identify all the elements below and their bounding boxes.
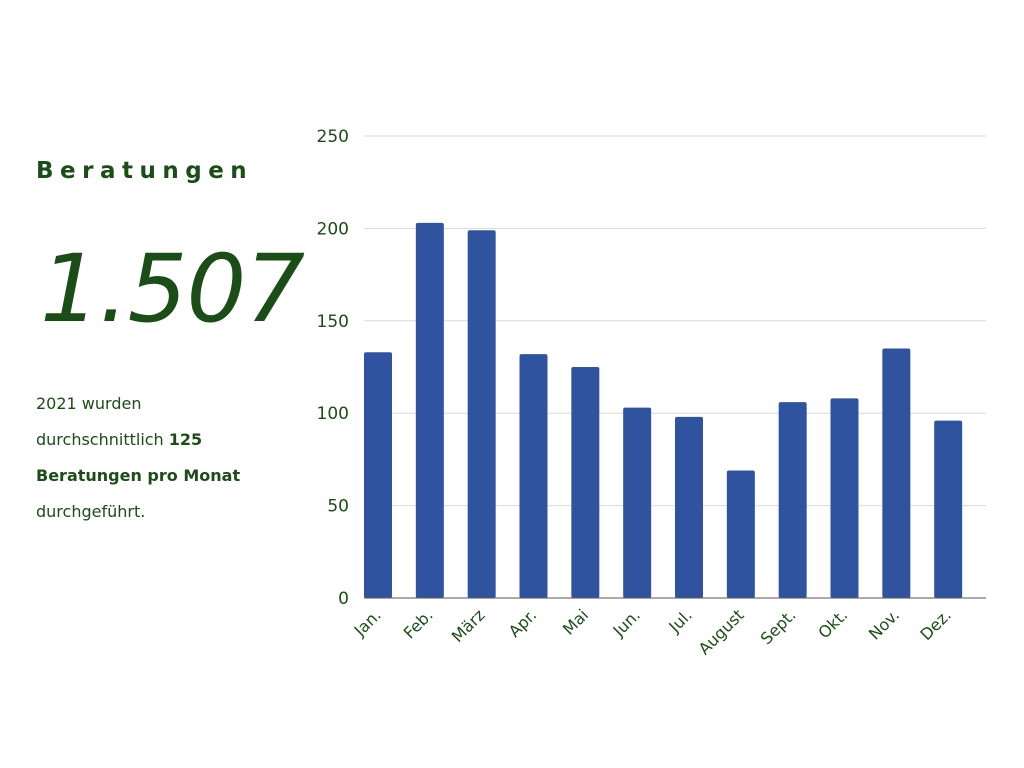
average-value: 125	[168, 430, 203, 449]
x-tick-label: Dez.	[916, 605, 955, 644]
x-tick-label: Nov.	[865, 605, 903, 643]
description-line-2-text: durchschnittlich	[36, 430, 169, 449]
bar	[882, 348, 911, 598]
x-tick-label: Mai	[559, 605, 592, 638]
x-tick-label: Feb.	[400, 605, 437, 642]
bar	[467, 230, 496, 599]
x-tick-labels: Jan. Feb. März Apr. Mai Jun. Jul.August Sept. Ok…	[350, 605, 955, 658]
y-tick-label: 50	[327, 497, 349, 517]
chart-heading: Beratungen	[36, 158, 254, 184]
description-line-1: 2021 wurden	[36, 394, 142, 413]
bar	[778, 402, 807, 598]
bar	[519, 354, 548, 598]
average-unit: Beratungen pro Monat	[36, 466, 241, 485]
description-line-2: durchschnittlich 125	[36, 422, 296, 458]
x-tick-label: Jun.	[609, 605, 644, 640]
bar	[415, 222, 444, 598]
description-line-4: durchgeführt.	[36, 502, 146, 521]
bar	[934, 420, 963, 598]
bar	[623, 407, 652, 598]
bar	[726, 470, 755, 598]
y-tick-label: 200	[317, 219, 349, 239]
x-tick-label: Okt.	[814, 605, 851, 642]
bar	[364, 352, 392, 598]
bars	[364, 222, 963, 599]
y-tick-labels: 0 50 100 150 200 250	[317, 127, 349, 609]
x-tick-label: März	[448, 605, 489, 646]
x-tick-label: Apr.	[505, 605, 541, 641]
x-tick-label: Jul.	[664, 605, 695, 636]
x-tick-label: Sept.	[757, 605, 800, 648]
x-tick-label: Jan.	[350, 605, 385, 640]
y-tick-label: 0	[338, 589, 349, 609]
summary-description: 2021 wurden durchschnittlich 125 Beratun…	[36, 386, 296, 530]
y-tick-label: 250	[317, 127, 349, 147]
x-tick-label: August	[695, 605, 748, 658]
bar	[571, 367, 600, 598]
total-count: 1.507	[40, 235, 305, 344]
y-tick-label: 150	[317, 312, 349, 332]
bar	[830, 398, 859, 598]
description-line-3: Beratungen pro Monat	[36, 458, 296, 494]
bar	[675, 416, 703, 598]
y-tick-label: 100	[317, 404, 349, 424]
